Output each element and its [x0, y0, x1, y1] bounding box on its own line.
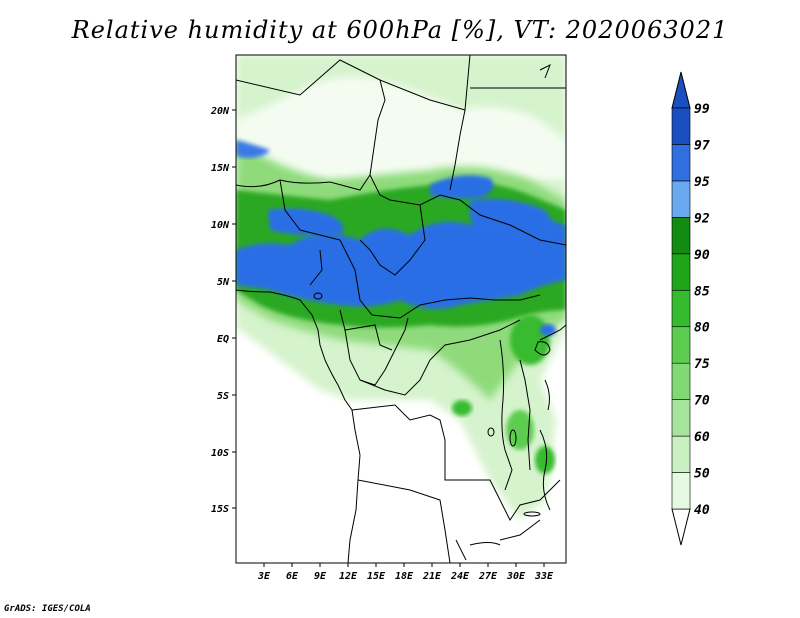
lon-label: 9E — [314, 571, 327, 582]
colorbar: 40 50 60 70 75 80 85 90 92 95 97 99 — [671, 71, 710, 546]
colorbar-label: 60 — [694, 430, 710, 445]
lon-label: 15E — [367, 571, 386, 582]
lon-label: 3E — [257, 571, 271, 582]
colorbar-label: 50 — [694, 467, 710, 482]
lon-label: 18E — [395, 571, 414, 582]
lon-label: 30E — [506, 571, 526, 582]
colorbar-label: 95 — [694, 175, 710, 190]
colorbar-swatch — [671, 326, 691, 364]
colorbar-swatch — [671, 399, 691, 437]
colorbar-label: 99 — [694, 102, 710, 117]
colorbar-swatch — [671, 217, 691, 255]
colorbar-swatch — [671, 144, 691, 182]
colorbar-label: 70 — [694, 394, 710, 409]
colorbar-label: 92 — [694, 211, 710, 226]
colorbar-swatch — [671, 253, 691, 291]
grads-credit: GrADS: IGES/COLA — [4, 604, 91, 614]
lon-label: 6E — [286, 571, 299, 582]
lat-label: 20N — [210, 106, 230, 117]
colorbar-swatch — [671, 435, 691, 473]
lat-label: 15S — [211, 504, 229, 515]
colorbar-swatch — [671, 180, 691, 218]
map-title: Relative humidity at 600hPa [%], VT: 202… — [71, 16, 729, 44]
saturated-humidity-band — [236, 211, 566, 309]
lat-label: EQ — [217, 334, 229, 345]
colorbar-swatch — [671, 362, 691, 400]
lon-label: 12E — [339, 571, 358, 582]
map-frame — [235, 54, 567, 564]
colorbar-label: 97 — [694, 138, 710, 153]
colorbar-label: 90 — [694, 248, 710, 263]
colorbar-label: 40 — [694, 503, 710, 518]
colorbar-top-arrow — [671, 71, 691, 109]
lon-label: 21E — [422, 571, 442, 582]
humidity-field — [236, 55, 566, 563]
longitude-axis: 3E 6E 9E 12E 15E 18E 21E 24E 27E 30E 33E — [257, 563, 554, 582]
lat-label: 10S — [211, 448, 229, 459]
latitude-axis: 20N 15N 10N 5N EQ 5S 10S 15S — [210, 106, 236, 515]
colorbar-bottom-arrow — [671, 508, 691, 546]
lat-label: 5N — [217, 277, 230, 288]
colorbar-label: 80 — [694, 321, 710, 336]
lat-label: 10N — [211, 220, 230, 231]
lon-label: 33E — [534, 571, 554, 582]
lon-label: 24E — [450, 571, 470, 582]
country-borders — [236, 55, 566, 563]
colorbar-label: 85 — [694, 284, 710, 299]
lat-label: 15N — [211, 163, 230, 174]
lon-label: 27E — [478, 571, 498, 582]
colorbar-swatch — [671, 107, 691, 145]
colorbar-swatch — [671, 289, 691, 328]
colorbar-label: 75 — [694, 357, 710, 372]
lat-label: 5S — [217, 391, 229, 402]
colorbar-swatch — [671, 472, 691, 510]
